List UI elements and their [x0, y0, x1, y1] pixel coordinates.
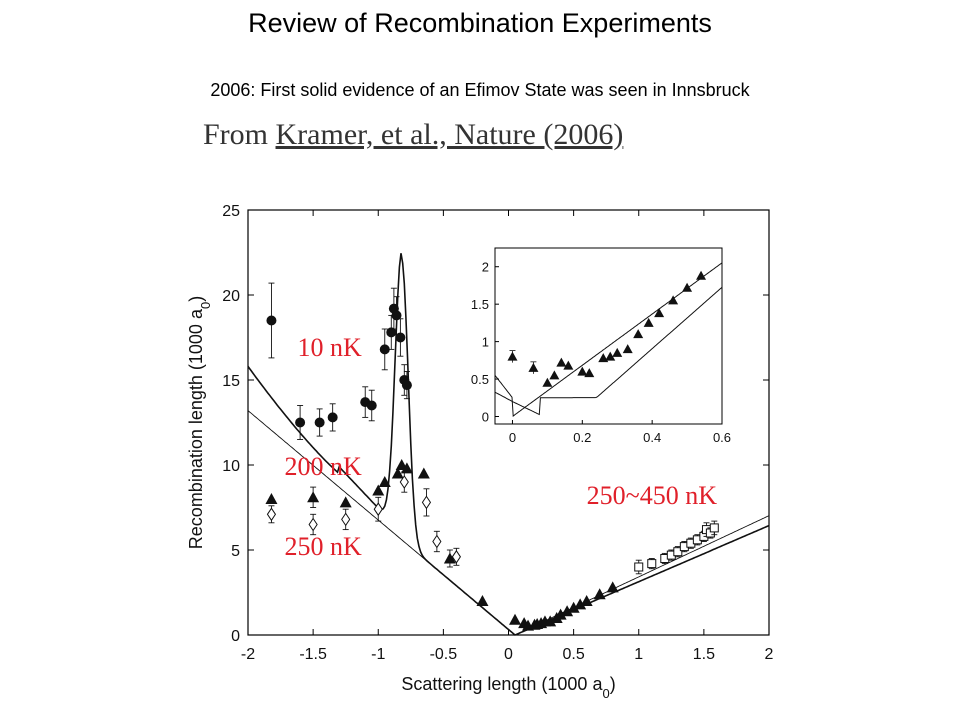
inset-data-point [549, 370, 560, 380]
data-point-triangle [606, 581, 619, 593]
y-tick-label: 5 [231, 543, 240, 560]
data-point-diamond [341, 512, 351, 527]
x-tick-label: -2 [241, 646, 255, 663]
data-point-circle [395, 332, 406, 343]
x-tick-label: -0.5 [430, 646, 458, 663]
data-point-triangle [378, 476, 391, 487]
data-point-diamond [308, 517, 318, 532]
y-tick-label: 25 [222, 203, 240, 220]
data-point-circle [327, 412, 338, 423]
y-axis-label: Recombination length (1000 a0) [186, 296, 213, 549]
data-point-diamond [451, 549, 462, 564]
inset-data-point [605, 351, 616, 361]
data-point-triangle [391, 467, 404, 479]
annotation-label: 200 nK [284, 452, 362, 481]
inset-data-point [654, 308, 665, 318]
data-point-circle [379, 344, 390, 355]
inset-x-tick-label: 0.2 [573, 430, 591, 445]
inset-curve-lower [494, 286, 723, 416]
inset-y-tick-label: 1 [482, 335, 489, 350]
x-axis-label: Scattering length (1000 a0) [401, 674, 615, 701]
x-tick-label: 0.5 [563, 646, 585, 663]
data-point-triangle [544, 615, 557, 627]
inset-data-point [682, 282, 693, 292]
data-point-triangle [574, 598, 587, 610]
x-tick-label: -1 [371, 646, 385, 663]
data-point-triangle [417, 467, 430, 479]
inset-y-tick-label: 0.5 [471, 372, 489, 387]
data-point-triangle [307, 491, 320, 503]
inset-data-point [577, 366, 588, 376]
data-point-triangle [561, 605, 574, 617]
inset-data-point [633, 329, 644, 339]
inset-data-point [563, 360, 574, 370]
inset-data-point [696, 270, 707, 280]
data-point-triangle [265, 493, 278, 504]
annotation-label: 250~450 nK [587, 481, 718, 510]
annotation-label: 250 nK [284, 532, 362, 561]
inset-data-point [668, 295, 679, 305]
data-point-triangle [372, 484, 385, 496]
data-point-triangle [580, 595, 593, 606]
inset-data-point [556, 357, 567, 367]
x-tick-label: -1.5 [299, 646, 327, 663]
data-point-triangle [400, 462, 413, 474]
data-point-circle [391, 310, 402, 321]
y-tick-label: 20 [222, 288, 240, 305]
y-tick-label: 10 [222, 458, 240, 475]
data-point-diamond [399, 475, 409, 489]
inset-y-tick-label: 0 [482, 410, 489, 425]
inset-data-point [643, 317, 654, 327]
citation-prefix: From [203, 118, 276, 151]
inset-data-point [542, 377, 553, 387]
inset-data-point [528, 362, 539, 372]
data-point-triangle [339, 496, 352, 508]
y-tick-label: 15 [222, 373, 240, 390]
data-point-circle [386, 327, 397, 338]
data-point-triangle [554, 608, 567, 620]
inset-frame [494, 247, 723, 425]
data-point-square [634, 562, 644, 572]
theory-curve-10nK [247, 253, 770, 636]
data-point-circle [266, 315, 277, 326]
data-point-triangle [593, 588, 606, 600]
x-tick-label: 1.5 [693, 646, 715, 663]
x-tick-label: 2 [765, 646, 774, 663]
data-point-triangle [509, 613, 522, 625]
inset-data-point [622, 344, 633, 354]
inset-y-tick-label: 1.5 [471, 297, 489, 312]
data-point-circle [314, 417, 325, 428]
data-point-circle [401, 380, 412, 391]
slide-subtitle: 2006: First solid evidence of an Efimov … [210, 80, 750, 100]
inset-y-tick-label: 2 [482, 260, 489, 275]
data-point-triangle [476, 595, 489, 606]
data-point-circle [295, 417, 306, 428]
slide-title: Review of Recombination Experiments [248, 8, 712, 38]
data-point-square [709, 523, 719, 533]
citation-reference: Kramer, et al., Nature (2006) [275, 118, 624, 151]
data-point-square [647, 559, 657, 569]
citation: From Kramer, et al., Nature (2006) [203, 118, 623, 152]
annotation-label: 10 nK [297, 333, 362, 362]
inset-x-tick-label: 0.4 [643, 430, 661, 445]
inset-data-point [584, 368, 595, 378]
inset-x-tick-label: 0 [509, 430, 516, 445]
x-tick-label: 1 [634, 646, 643, 663]
data-point-diamond [266, 507, 277, 522]
inset-x-tick-label: 0.6 [713, 430, 731, 445]
data-point-diamond [432, 534, 442, 549]
data-point-circle [366, 400, 377, 411]
x-tick-label: 0 [504, 646, 513, 663]
inset-data-point [507, 351, 518, 361]
data-point-triangle [567, 601, 580, 613]
data-point-diamond [421, 495, 432, 510]
data-point-triangle [443, 552, 456, 564]
y-tick-label: 0 [231, 628, 240, 645]
inset-data-point [612, 347, 623, 357]
data-point-diamond [373, 502, 383, 517]
